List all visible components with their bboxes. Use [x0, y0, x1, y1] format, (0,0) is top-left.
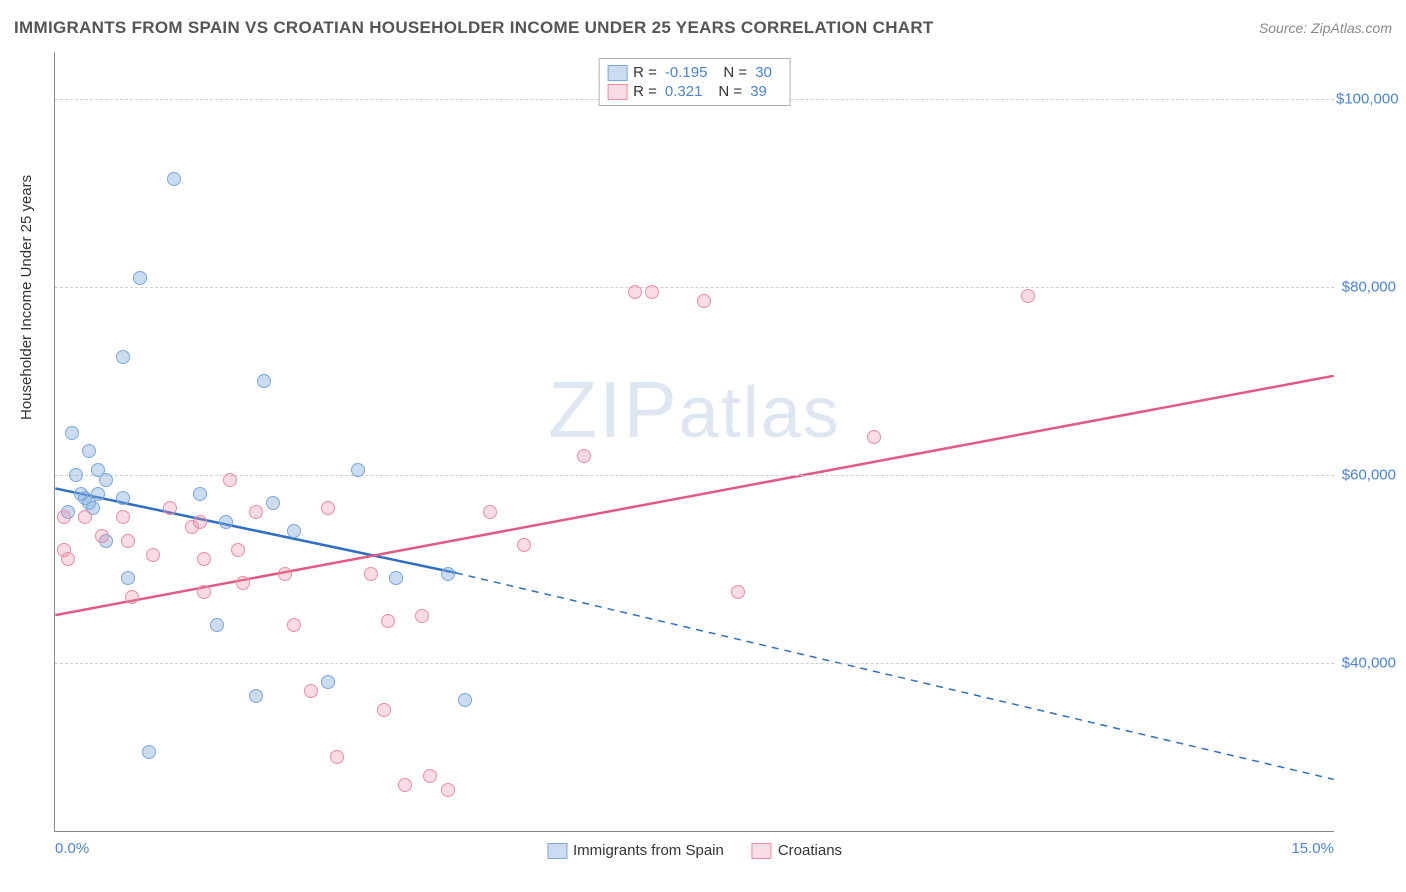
scatter-point — [423, 769, 437, 783]
scatter-point — [249, 505, 263, 519]
y-axis-label: Householder Income Under 25 years — [18, 175, 35, 420]
scatter-point — [65, 426, 79, 440]
scatter-point — [223, 473, 237, 487]
source-name: ZipAtlas.com — [1311, 20, 1392, 36]
scatter-point — [197, 585, 211, 599]
grid-line — [55, 287, 1334, 288]
scatter-point — [645, 285, 659, 299]
n-label: N = — [723, 64, 747, 81]
legend-swatch — [547, 843, 567, 859]
chart-header: IMMIGRANTS FROM SPAIN VS CROATIAN HOUSEH… — [14, 18, 1392, 38]
source-attribution: Source: ZipAtlas.com — [1259, 20, 1392, 36]
scatter-point — [304, 684, 318, 698]
scatter-point — [321, 675, 335, 689]
scatter-point — [266, 496, 280, 510]
scatter-point — [163, 501, 177, 515]
n-label: N = — [718, 83, 742, 100]
r-value: -0.195 — [663, 64, 718, 81]
scatter-point — [57, 510, 71, 524]
scatter-point — [69, 468, 83, 482]
grid-line — [55, 475, 1334, 476]
scatter-point — [377, 703, 391, 717]
scatter-point — [389, 571, 403, 585]
r-value: 0.321 — [663, 83, 713, 100]
legend-series: Immigrants from Spain Croatians — [547, 842, 842, 859]
legend-stats-row: R = 0.321 N = 39 — [607, 82, 782, 101]
scatter-point — [287, 524, 301, 538]
legend-series-item: Croatians — [752, 842, 842, 859]
legend-swatch — [607, 65, 627, 81]
scatter-point — [231, 543, 245, 557]
legend-stats-row: R = -0.195 N = 30 — [607, 63, 782, 82]
scatter-point — [1021, 289, 1035, 303]
n-value: 39 — [748, 83, 777, 100]
scatter-point — [415, 609, 429, 623]
scatter-point — [441, 783, 455, 797]
scatter-point — [458, 693, 472, 707]
scatter-point — [146, 548, 160, 562]
n-value: 30 — [753, 64, 782, 81]
scatter-point — [483, 505, 497, 519]
legend-series-item: Immigrants from Spain — [547, 842, 724, 859]
scatter-point — [697, 294, 711, 308]
r-label: R = — [633, 83, 657, 100]
scatter-point — [91, 487, 105, 501]
chart-plot-area: ZIPatlas $40,000$60,000$80,000$100,0000.… — [54, 52, 1334, 832]
scatter-point — [116, 491, 130, 505]
trend-line-extrapolated — [456, 573, 1334, 779]
scatter-point — [61, 552, 75, 566]
scatter-point — [116, 510, 130, 524]
scatter-point — [78, 510, 92, 524]
scatter-point — [142, 745, 156, 759]
scatter-point — [278, 567, 292, 581]
y-tick-label: $100,000 — [1336, 90, 1396, 107]
scatter-point — [95, 529, 109, 543]
y-tick-label: $40,000 — [1336, 654, 1396, 671]
series-name: Croatians — [778, 842, 842, 859]
scatter-point — [867, 430, 881, 444]
scatter-point — [441, 567, 455, 581]
scatter-point — [249, 689, 263, 703]
scatter-point — [99, 473, 113, 487]
x-tick-label: 15.0% — [1291, 840, 1334, 857]
scatter-point — [121, 534, 135, 548]
scatter-point — [193, 487, 207, 501]
scatter-point — [82, 444, 96, 458]
trend-lines-layer — [55, 52, 1334, 831]
scatter-point — [116, 350, 130, 364]
scatter-point — [330, 750, 344, 764]
scatter-point — [628, 285, 642, 299]
scatter-point — [321, 501, 335, 515]
scatter-point — [517, 538, 531, 552]
legend-stats: R = -0.195 N = 30 R = 0.321 N = 39 — [598, 58, 791, 106]
scatter-point — [133, 271, 147, 285]
x-tick-label: 0.0% — [55, 840, 89, 857]
legend-swatch — [607, 84, 627, 100]
scatter-point — [197, 552, 211, 566]
scatter-point — [398, 778, 412, 792]
source-prefix: Source: — [1259, 20, 1311, 36]
scatter-point — [287, 618, 301, 632]
scatter-point — [236, 576, 250, 590]
trend-line — [55, 488, 456, 572]
scatter-point — [210, 618, 224, 632]
scatter-point — [351, 463, 365, 477]
series-name: Immigrants from Spain — [573, 842, 724, 859]
scatter-point — [125, 590, 139, 604]
scatter-point — [364, 567, 378, 581]
legend-swatch — [752, 843, 772, 859]
r-label: R = — [633, 64, 657, 81]
scatter-point — [381, 614, 395, 628]
y-tick-label: $80,000 — [1336, 278, 1396, 295]
chart-title: IMMIGRANTS FROM SPAIN VS CROATIAN HOUSEH… — [14, 18, 934, 38]
scatter-point — [167, 172, 181, 186]
scatter-point — [257, 374, 271, 388]
y-tick-label: $60,000 — [1336, 466, 1396, 483]
scatter-point — [577, 449, 591, 463]
scatter-point — [121, 571, 135, 585]
scatter-point — [731, 585, 745, 599]
grid-line — [55, 663, 1334, 664]
scatter-point — [193, 515, 207, 529]
scatter-point — [219, 515, 233, 529]
